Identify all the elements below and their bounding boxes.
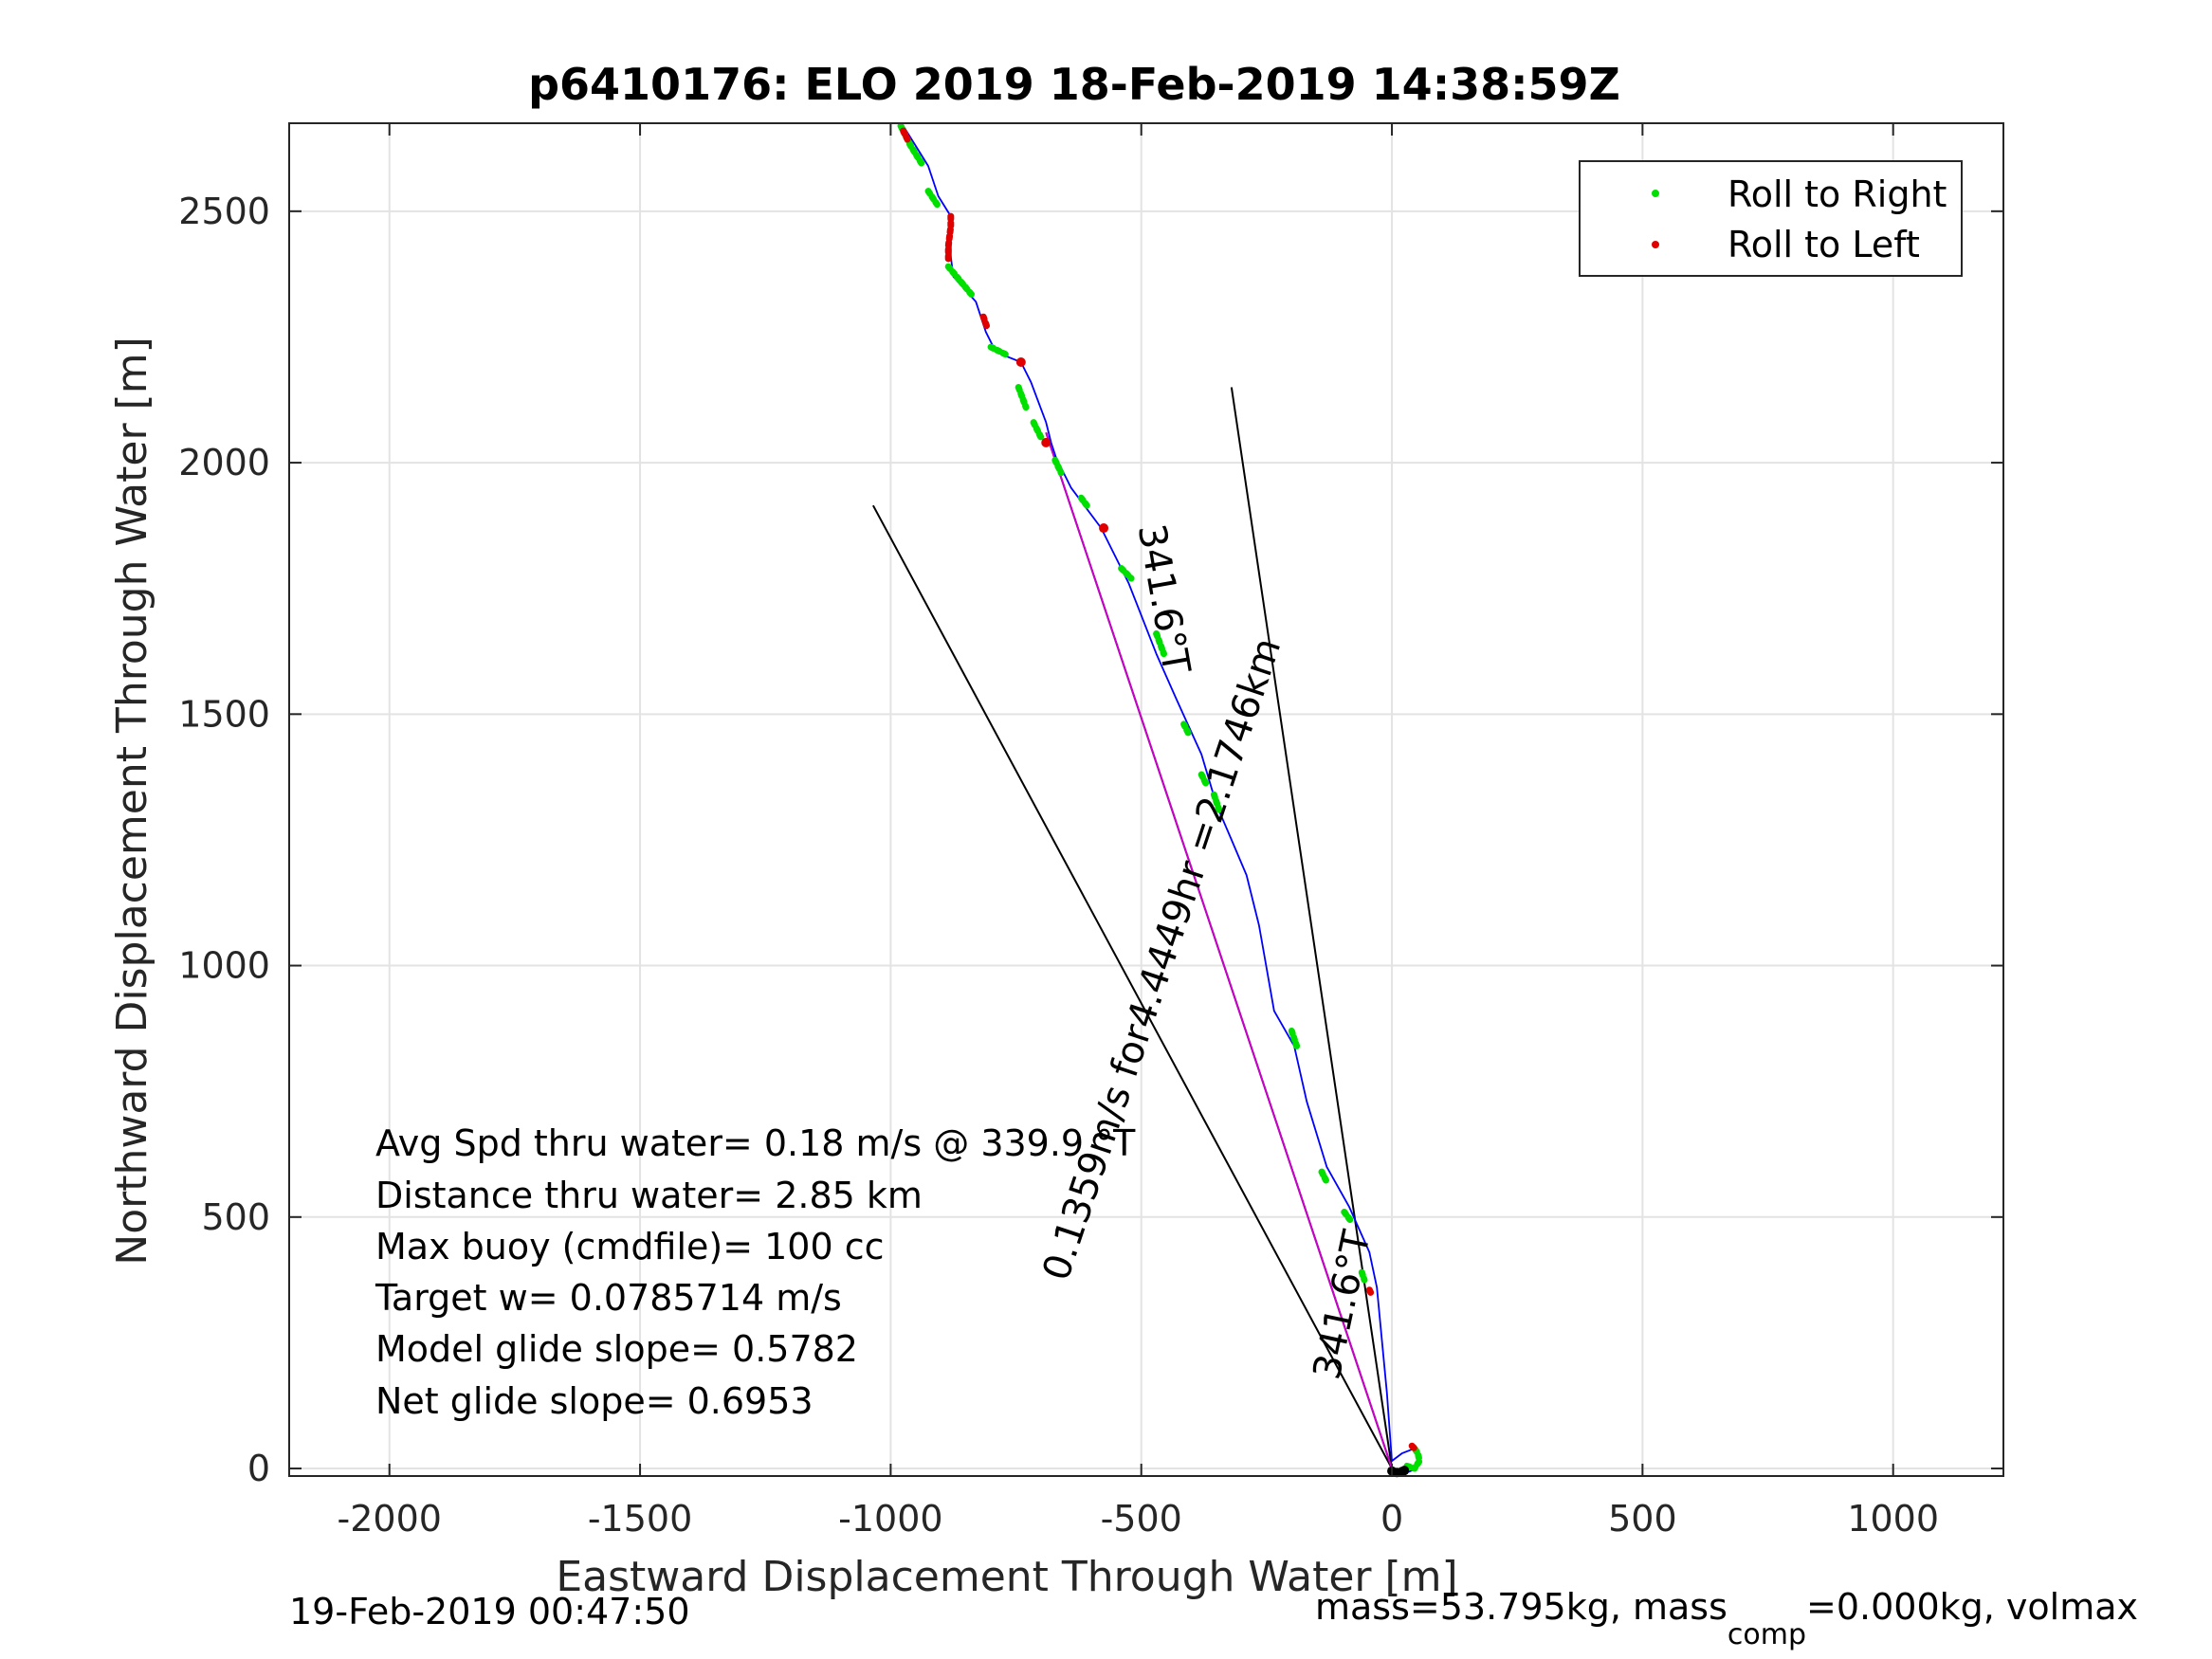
x-tick-label: 500 (1608, 1498, 1677, 1540)
roll-right-segment (1288, 1028, 1301, 1049)
roll-left-point (1099, 523, 1109, 534)
footer-mass-prefix: mass=53.795kg, mass (1315, 1586, 1728, 1628)
roll-right-segment (1015, 384, 1030, 411)
roll-right-segment (1077, 494, 1092, 512)
y-tick-label: 1000 (178, 945, 270, 987)
roll-left-segment (1408, 1442, 1418, 1452)
legend-label-roll-left: Roll to Left (1728, 224, 1920, 265)
legend-box (1579, 160, 1963, 277)
axes-box (288, 122, 2004, 1477)
info-line-model-glide: Model glide slope= 0.5782 (375, 1328, 858, 1370)
chart-title: p6410176: ELO 2019 18-Feb-2019 14:38:59Z (528, 59, 1620, 110)
x-tick-label: 1000 (1847, 1498, 1939, 1540)
roll-right-marks (897, 122, 1423, 1472)
info-line-avg-speed: Avg Spd thru water= 0.18 m/s @ 339.9 °T (375, 1122, 1136, 1164)
roll-left-point (1015, 356, 1026, 367)
roll-right-segment (1341, 1209, 1356, 1226)
roll-left-point (1041, 437, 1051, 447)
roll-right-segment (1403, 1445, 1423, 1472)
info-line-distance: Distance thru water= 2.85 km (375, 1175, 923, 1216)
roll-right-segment (1358, 1268, 1368, 1284)
roll-right-segment (1197, 771, 1210, 789)
bound-lines (872, 387, 1394, 1469)
y-tick-label: 2000 (178, 442, 270, 483)
info-line-target-w: Target w= 0.0785714 m/s (375, 1277, 842, 1319)
mean-heading-lines (1045, 431, 1393, 1469)
mean-heading-line (1045, 431, 1393, 1469)
roll-right-segment (1118, 565, 1135, 582)
footer-timestamp: 19-Feb-2019 00:47:50 (289, 1591, 690, 1632)
legend-marker-roll-left (1652, 241, 1659, 248)
footer-mass-subscript: comp (1728, 1618, 1806, 1651)
x-tick-label: -2000 (338, 1498, 442, 1540)
legend-marker-roll-right (1652, 190, 1659, 197)
roll-right-segment (1180, 720, 1193, 738)
axis-ticks (289, 123, 2003, 1476)
y-tick-labels: 0 500 1000 1500 2000 2500 (178, 191, 270, 1489)
y-tick-label: 1500 (178, 693, 270, 735)
x-tick-label: -1500 (588, 1498, 692, 1540)
roll-right-segment (1030, 419, 1045, 442)
info-line-net-glide: Net glide slope= 0.6953 (375, 1380, 814, 1422)
footer-mass-info: mass=53.795kg, masscomp=0.000kg, volmax (1315, 1586, 2138, 1651)
roll-right-segment (924, 188, 942, 210)
legend: Roll to Right Roll to Left (1579, 160, 1963, 277)
x-tick-label: -500 (1101, 1498, 1182, 1540)
roll-right-segment (987, 343, 1010, 358)
bound-line (872, 504, 1393, 1469)
x-tick-label: 0 (1380, 1498, 1403, 1540)
roll-left-segment (900, 127, 912, 145)
roll-right-segment (1210, 791, 1223, 813)
roll-right-segment (1051, 456, 1065, 477)
y-tick-label: 500 (201, 1196, 270, 1238)
track-lines (902, 125, 1420, 1474)
footer-mass-suffix: =0.000kg, volmax (1806, 1586, 2138, 1628)
x-axis-label: Eastward Displacement Through Water [m] (556, 1553, 1457, 1601)
y-axis-label: Northward Displacement Through Water [m] (108, 337, 156, 1265)
x-tick-labels: -2000 -1500 -1000 -500 0 500 1000 (338, 1498, 1940, 1540)
roll-left-segment (979, 313, 991, 331)
info-text-block: Avg Spd thru water= 0.18 m/s @ 339.9 °T … (375, 1122, 1136, 1422)
roll-right-segment (1318, 1168, 1330, 1186)
info-line-max-buoy: Max buoy (cmdfile)= 100 cc (375, 1226, 885, 1267)
y-tick-label: 0 (247, 1448, 270, 1489)
legend-label-roll-right: Roll to Right (1728, 173, 1947, 215)
bound-line (1230, 387, 1394, 1469)
roll-left-marks (900, 127, 1418, 1452)
glider-track-line (902, 125, 1420, 1474)
roll-left-segment (1365, 1286, 1376, 1299)
roll-right-segment (944, 263, 978, 301)
x-tick-label: -1000 (838, 1498, 942, 1540)
start-point (1399, 1466, 1410, 1476)
grid-lines (289, 123, 2003, 1476)
y-tick-label: 2500 (178, 191, 270, 232)
roll-left-segment (944, 212, 955, 265)
roll-right-segment (1153, 629, 1167, 658)
